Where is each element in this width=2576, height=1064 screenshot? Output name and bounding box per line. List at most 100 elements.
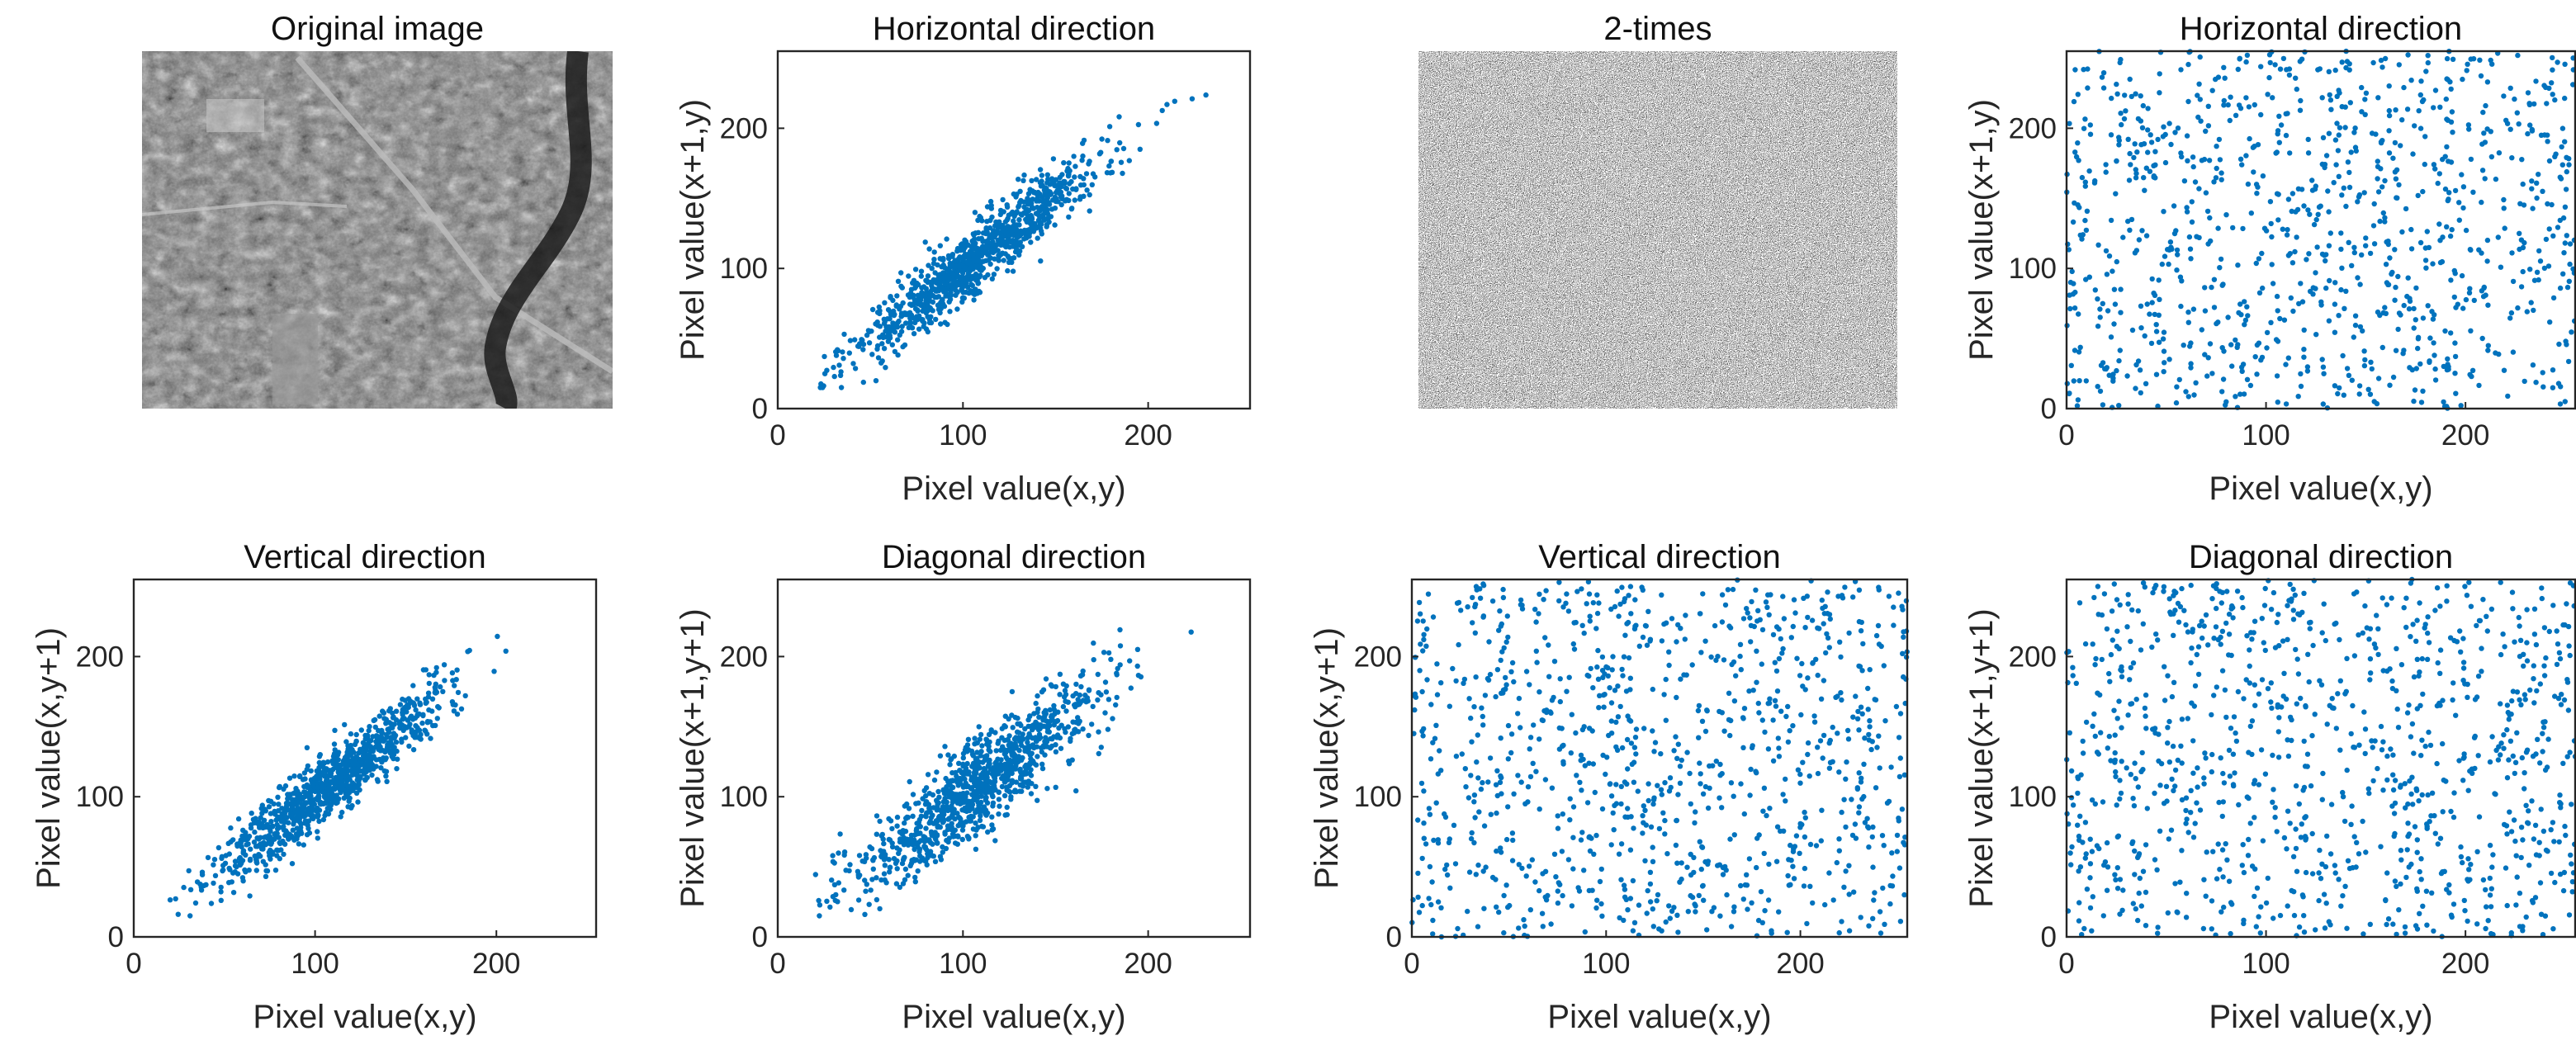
scatter-point bbox=[2425, 59, 2431, 66]
scatter-point bbox=[1599, 913, 1605, 920]
scatter-point bbox=[1639, 584, 1645, 590]
scatter-point bbox=[2069, 268, 2075, 275]
scatter-point bbox=[973, 833, 978, 839]
scatter-point bbox=[1592, 789, 1598, 796]
scatter-point bbox=[1029, 224, 1035, 229]
scatter-point bbox=[1113, 702, 1119, 708]
scatter-point bbox=[2304, 257, 2309, 262]
scatter-point bbox=[2550, 67, 2555, 73]
scatter-point bbox=[2507, 126, 2513, 132]
scatter-point bbox=[294, 825, 300, 831]
scatter-point bbox=[2228, 94, 2233, 100]
scatter-point bbox=[2319, 161, 2325, 168]
scatter-point bbox=[1765, 746, 1772, 752]
scatter-point bbox=[287, 832, 294, 839]
scatter-point bbox=[301, 794, 307, 800]
scatter-point bbox=[1051, 707, 1057, 712]
scatter-point bbox=[902, 828, 909, 835]
scatter-point bbox=[399, 739, 405, 745]
scatter-point bbox=[271, 801, 277, 807]
scatter-point bbox=[2418, 400, 2425, 405]
scatter-point bbox=[951, 833, 958, 839]
scatter-point bbox=[281, 824, 286, 830]
scatter-point bbox=[998, 768, 1004, 773]
scatter-point bbox=[1823, 650, 1829, 656]
scatter-point bbox=[887, 865, 893, 871]
scatter-point bbox=[2481, 285, 2487, 291]
scatter-point bbox=[2186, 234, 2193, 240]
scatter-point bbox=[2375, 189, 2382, 195]
scatter-point bbox=[2198, 118, 2204, 124]
scatter-point bbox=[892, 348, 898, 355]
scatter-point bbox=[1762, 908, 1768, 914]
scatter-point bbox=[1611, 827, 1617, 833]
scatter-point bbox=[2129, 327, 2136, 333]
scatter-point bbox=[400, 696, 405, 702]
scatter-point bbox=[997, 803, 1002, 809]
scatter-point bbox=[327, 770, 333, 776]
scatter-point bbox=[1505, 804, 1511, 810]
scatter-point bbox=[2419, 98, 2426, 105]
scatter-point bbox=[175, 911, 181, 917]
scatter-point bbox=[1826, 765, 1833, 771]
scatter-point bbox=[2221, 102, 2227, 108]
scatter-point bbox=[1505, 756, 1512, 762]
scatter-point bbox=[2244, 304, 2250, 310]
scatter-point bbox=[1879, 833, 1886, 839]
scatter-point bbox=[2256, 256, 2262, 262]
scatter-point bbox=[2382, 215, 2388, 220]
scatter-point bbox=[1480, 722, 1486, 728]
scatter-point bbox=[1841, 884, 1847, 891]
scatter-point bbox=[890, 297, 896, 304]
scatter-point bbox=[2216, 136, 2223, 143]
scatter-point bbox=[2463, 296, 2469, 303]
scatter-point bbox=[1084, 187, 1090, 193]
scatter-point bbox=[451, 708, 457, 714]
scatter-point bbox=[817, 913, 822, 919]
scatter-point bbox=[363, 743, 369, 749]
scatter-point bbox=[983, 811, 988, 816]
scatter-point bbox=[1560, 761, 1566, 767]
scatter-point bbox=[1555, 825, 1561, 831]
scatter-point bbox=[1566, 674, 1572, 680]
scatter-point bbox=[1049, 712, 1054, 718]
scatter-point bbox=[2332, 301, 2338, 307]
scatter-point bbox=[2327, 230, 2333, 236]
scatter-point bbox=[1692, 820, 1698, 826]
scatter-point bbox=[994, 266, 1000, 272]
scatter-point bbox=[1527, 773, 1534, 780]
scatter-point bbox=[223, 853, 229, 858]
scatter-point bbox=[903, 816, 909, 821]
scatter-point bbox=[1849, 797, 1854, 802]
scatter-point bbox=[1632, 597, 1638, 603]
scatter-point bbox=[1891, 622, 1896, 628]
scatter-point bbox=[1476, 809, 1482, 815]
scatter-point bbox=[2242, 299, 2247, 305]
scatter-point bbox=[304, 832, 310, 838]
scatter-point bbox=[247, 858, 253, 863]
scatter-point bbox=[894, 866, 900, 872]
scatter-point bbox=[407, 721, 413, 727]
scatter-point bbox=[2346, 239, 2351, 245]
scatter-point bbox=[1006, 757, 1013, 764]
scatter-point bbox=[2241, 391, 2247, 397]
scatter-point bbox=[1651, 749, 1657, 754]
scatter-point bbox=[1019, 788, 1025, 794]
scatter-point bbox=[339, 781, 345, 787]
scatter-point bbox=[1503, 674, 1508, 681]
scatter-point bbox=[935, 840, 940, 846]
scatter-point bbox=[959, 807, 965, 813]
scatter-point bbox=[1858, 704, 1864, 710]
scatter-point bbox=[2211, 277, 2218, 282]
scatter-point bbox=[935, 824, 940, 830]
scatter-point bbox=[1102, 679, 1109, 685]
scatter-point bbox=[1013, 192, 1019, 198]
scatter-point bbox=[2326, 209, 2332, 215]
scatter-point bbox=[2536, 172, 2541, 177]
scatter-point bbox=[1064, 168, 1070, 174]
scatter-point bbox=[2122, 92, 2128, 98]
scatter-point bbox=[2211, 305, 2218, 310]
scatter-point bbox=[1109, 169, 1115, 175]
scatter-point bbox=[2188, 365, 2194, 371]
scatter-point bbox=[2538, 132, 2545, 138]
